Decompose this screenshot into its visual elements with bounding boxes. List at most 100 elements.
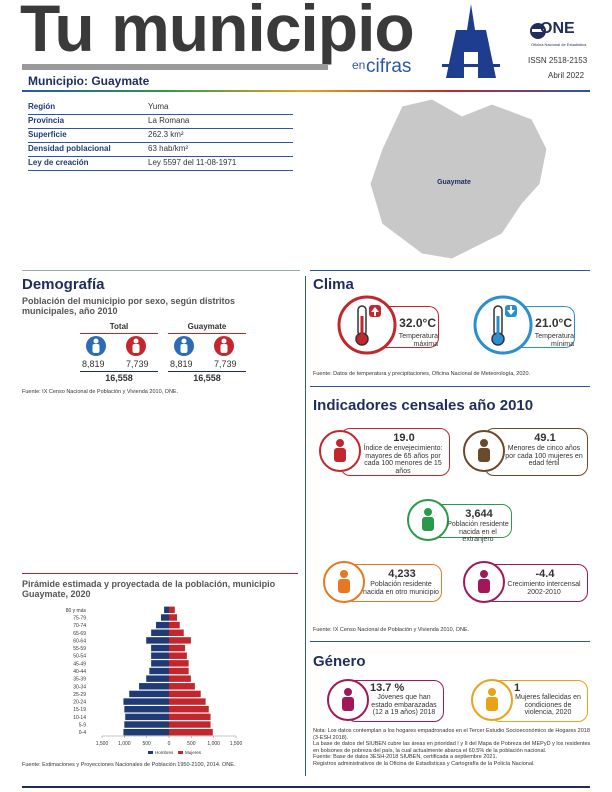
icon-body — [334, 448, 346, 462]
icon-body — [486, 697, 498, 711]
row-rule — [28, 156, 293, 157]
person-icon — [214, 336, 234, 356]
x-tick-label: 0 — [168, 741, 171, 747]
icon-ring — [337, 295, 397, 355]
bar — [169, 713, 211, 721]
rule — [310, 270, 590, 271]
title: Tu municipio — [20, 0, 415, 65]
section-title: Indicadores censales año 2010 — [313, 397, 534, 414]
y-tick-label: 65-69 — [73, 631, 86, 637]
legend-swatch — [178, 751, 183, 754]
y-tick-label: 55-59 — [73, 646, 86, 652]
church-icon — [442, 4, 500, 78]
bar — [169, 644, 186, 652]
bar — [169, 637, 191, 644]
y-tick-label: 25-29 — [73, 692, 86, 698]
bar — [151, 652, 169, 659]
clima-box — [492, 306, 575, 348]
bar — [169, 690, 201, 698]
bar — [129, 690, 169, 698]
note: Fuente: Base de datos 3ESH-2018 SIUBEN, … — [313, 754, 498, 760]
indicator-icon — [463, 430, 505, 472]
y-tick-label: 80 y más — [66, 608, 87, 614]
icon-head — [221, 338, 227, 344]
icon-body — [220, 344, 228, 353]
bar — [139, 683, 169, 690]
y-tick-label: 40-44 — [73, 669, 86, 675]
bar — [124, 721, 169, 728]
icon-body — [180, 344, 188, 353]
thermometer-icon — [337, 295, 397, 355]
rule — [310, 641, 590, 642]
icon-body — [478, 448, 490, 462]
source: Fuente: IX Censo Nacional de Población y… — [313, 627, 470, 633]
bar — [123, 728, 169, 736]
group-rule — [168, 333, 246, 334]
icon-head — [344, 688, 352, 696]
icon-body — [132, 344, 140, 353]
row-rule — [28, 170, 293, 171]
logo-full: Oficina Nacional de Estadística — [531, 42, 587, 47]
clima-label: Temperatura máxima — [398, 333, 438, 348]
icon-level — [496, 316, 500, 336]
info-value: 63 hab/km² — [148, 144, 189, 153]
title-bar — [22, 64, 328, 70]
x-tick-label: 1,500 — [230, 741, 243, 747]
bar — [169, 606, 175, 614]
color-rule — [22, 90, 590, 92]
source: Fuente: Datos de temperatura y precipita… — [313, 371, 531, 377]
person-icon — [126, 336, 146, 356]
rule — [310, 386, 590, 387]
group-rule — [80, 333, 158, 334]
row-rule — [28, 142, 293, 143]
clima-value: 21.0°C — [535, 316, 572, 330]
bar — [169, 698, 206, 705]
info-label: Densidad poblacional — [28, 144, 111, 153]
y-tick-label: 75-79 — [73, 615, 86, 621]
info-value: 262.3 km² — [148, 130, 184, 139]
info-value: Yuma — [148, 102, 169, 111]
bar — [160, 614, 169, 621]
row-rule — [28, 114, 293, 115]
person-icon — [86, 336, 106, 356]
icon-body — [338, 579, 350, 593]
info-label: Región — [28, 102, 56, 111]
y-tick-label: 15-19 — [73, 707, 86, 713]
x-tick-label: 1,000 — [118, 741, 131, 747]
indicator-value: 49.1 — [534, 432, 556, 444]
source: Fuente: IX Censo Nacional de Población y… — [22, 389, 179, 395]
indicator-label: Población residente nacida en el extranj… — [447, 521, 509, 543]
source: Fuente: Estimaciones y Proyecciones Naci… — [22, 762, 236, 768]
info-label: Provincia — [28, 116, 65, 125]
bar — [169, 652, 187, 659]
total-rule — [168, 371, 246, 372]
info-value: La Romana — [148, 116, 190, 125]
bar — [169, 614, 178, 621]
bar — [123, 698, 169, 705]
legend-label: Mujeres — [185, 750, 202, 755]
legend-label: Hombres — [155, 750, 174, 755]
bar — [169, 683, 195, 690]
bar — [169, 728, 213, 736]
male-value: 8,819 — [82, 359, 105, 369]
y-tick-label: 0-4 — [79, 730, 86, 736]
x-tick-label: 500 — [142, 741, 151, 747]
group-total: 16,558 — [105, 373, 133, 383]
x-tick-label: 500 — [187, 741, 196, 747]
section-title: Género — [313, 653, 366, 670]
logo-icon — [530, 23, 546, 39]
rule — [22, 573, 298, 574]
indicator-value: -4.4 — [535, 568, 555, 580]
date: Abril 2022 — [548, 71, 585, 80]
bar — [169, 660, 189, 667]
bar — [156, 621, 169, 629]
map: Guaymate — [369, 98, 548, 260]
indicator-label: Índice de envejecimiento: mayores de 65 … — [363, 445, 443, 475]
bar — [151, 629, 169, 636]
icon-head — [424, 508, 432, 516]
icon-ring — [473, 295, 533, 355]
bar — [151, 644, 169, 652]
bar — [164, 606, 169, 614]
bar — [169, 629, 184, 636]
